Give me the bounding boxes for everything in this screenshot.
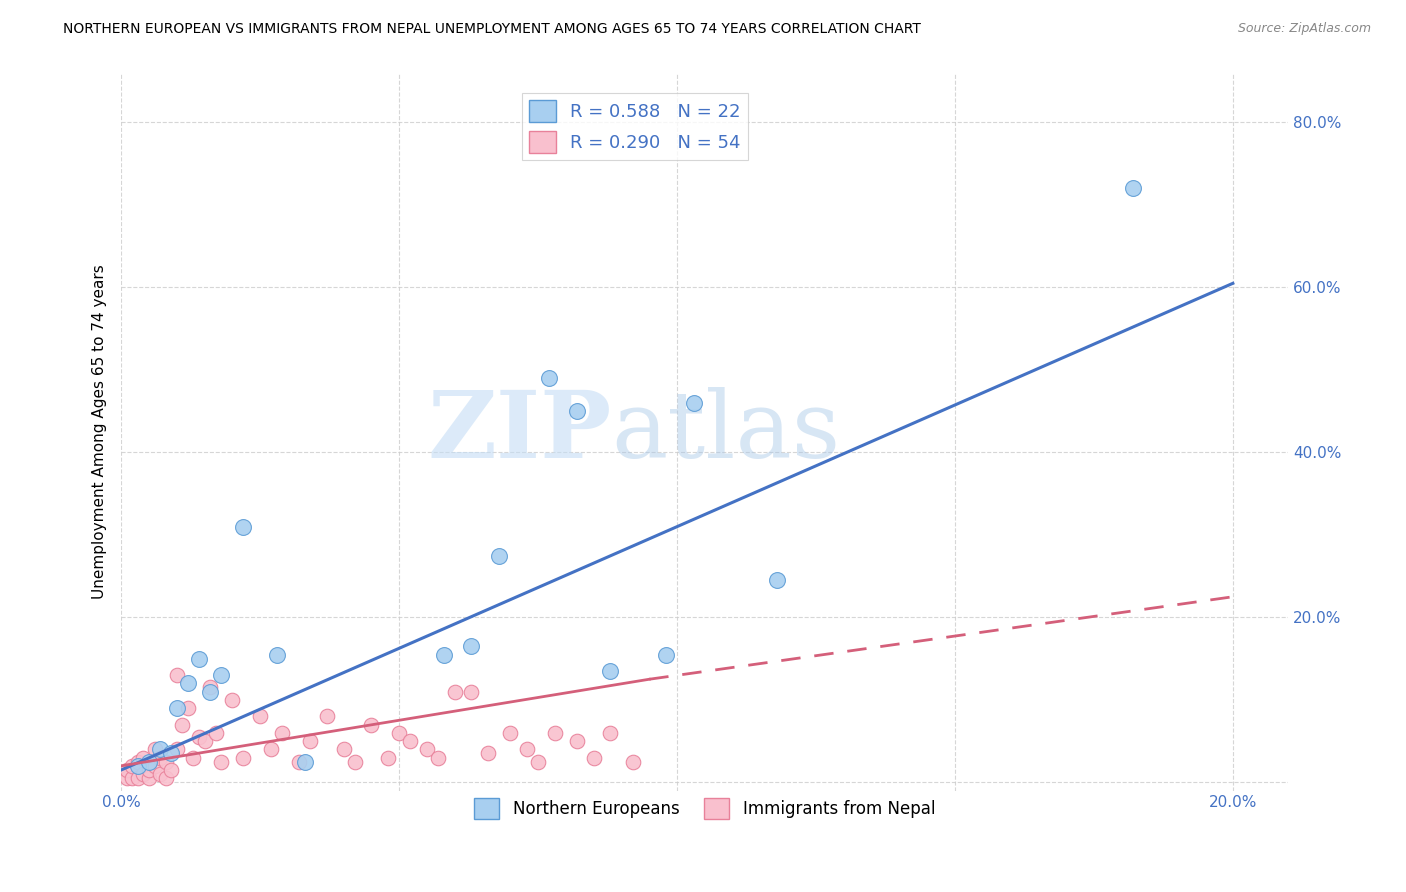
Point	[477, 747, 499, 761]
Point	[682, 396, 704, 410]
Point	[160, 763, 183, 777]
Point	[155, 771, 177, 785]
Point	[544, 726, 567, 740]
Point	[149, 742, 172, 756]
Point	[299, 734, 322, 748]
Point	[488, 549, 510, 563]
Point	[271, 726, 294, 740]
Point	[138, 755, 160, 769]
Point	[332, 742, 354, 756]
Point	[138, 771, 160, 785]
Point	[127, 771, 149, 785]
Point	[198, 681, 221, 695]
Point	[160, 747, 183, 761]
Text: ZIP: ZIP	[427, 387, 612, 477]
Point	[232, 750, 254, 764]
Point	[194, 734, 217, 748]
Point	[460, 684, 482, 698]
Point	[565, 404, 588, 418]
Point	[204, 726, 226, 740]
Point	[260, 742, 283, 756]
Point	[177, 676, 200, 690]
Point	[499, 726, 522, 740]
Point	[599, 726, 621, 740]
Point	[249, 709, 271, 723]
Legend: Northern Europeans, Immigrants from Nepal: Northern Europeans, Immigrants from Nepa…	[468, 792, 942, 825]
Point	[183, 750, 205, 764]
Point	[132, 767, 155, 781]
Text: Source: ZipAtlas.com: Source: ZipAtlas.com	[1237, 22, 1371, 36]
Point	[115, 771, 138, 785]
Point	[460, 639, 482, 653]
Point	[266, 648, 288, 662]
Point	[377, 750, 399, 764]
Point	[121, 771, 143, 785]
Point	[427, 750, 450, 764]
Point	[138, 763, 160, 777]
Point	[115, 763, 138, 777]
Point	[166, 668, 188, 682]
Point	[288, 755, 311, 769]
Point	[416, 742, 439, 756]
Point	[1122, 181, 1144, 195]
Point	[315, 709, 337, 723]
Point	[121, 759, 143, 773]
Point	[655, 648, 678, 662]
Point	[621, 755, 644, 769]
Point	[166, 742, 188, 756]
Point	[221, 693, 243, 707]
Point	[599, 664, 621, 678]
Point	[516, 742, 538, 756]
Point	[582, 750, 605, 764]
Point	[209, 755, 232, 769]
Point	[143, 742, 166, 756]
Point	[538, 371, 561, 385]
Point	[527, 755, 550, 769]
Point	[198, 684, 221, 698]
Point	[432, 648, 454, 662]
Point	[399, 734, 422, 748]
Point	[177, 701, 200, 715]
Point	[149, 767, 172, 781]
Point	[166, 701, 188, 715]
Point	[127, 755, 149, 769]
Text: NORTHERN EUROPEAN VS IMMIGRANTS FROM NEPAL UNEMPLOYMENT AMONG AGES 65 TO 74 YEAR: NORTHERN EUROPEAN VS IMMIGRANTS FROM NEP…	[63, 22, 921, 37]
Point	[232, 519, 254, 533]
Point	[188, 651, 211, 665]
Point	[132, 750, 155, 764]
Point	[155, 755, 177, 769]
Point	[766, 574, 789, 588]
Point	[565, 734, 588, 748]
Point	[294, 755, 316, 769]
Point	[388, 726, 411, 740]
Point	[149, 750, 172, 764]
Point	[360, 717, 382, 731]
Point	[209, 668, 232, 682]
Text: atlas: atlas	[612, 387, 841, 477]
Point	[343, 755, 366, 769]
Point	[188, 730, 211, 744]
Y-axis label: Unemployment Among Ages 65 to 74 years: Unemployment Among Ages 65 to 74 years	[93, 264, 107, 599]
Point	[172, 717, 194, 731]
Point	[127, 759, 149, 773]
Point	[443, 684, 465, 698]
Point	[143, 759, 166, 773]
